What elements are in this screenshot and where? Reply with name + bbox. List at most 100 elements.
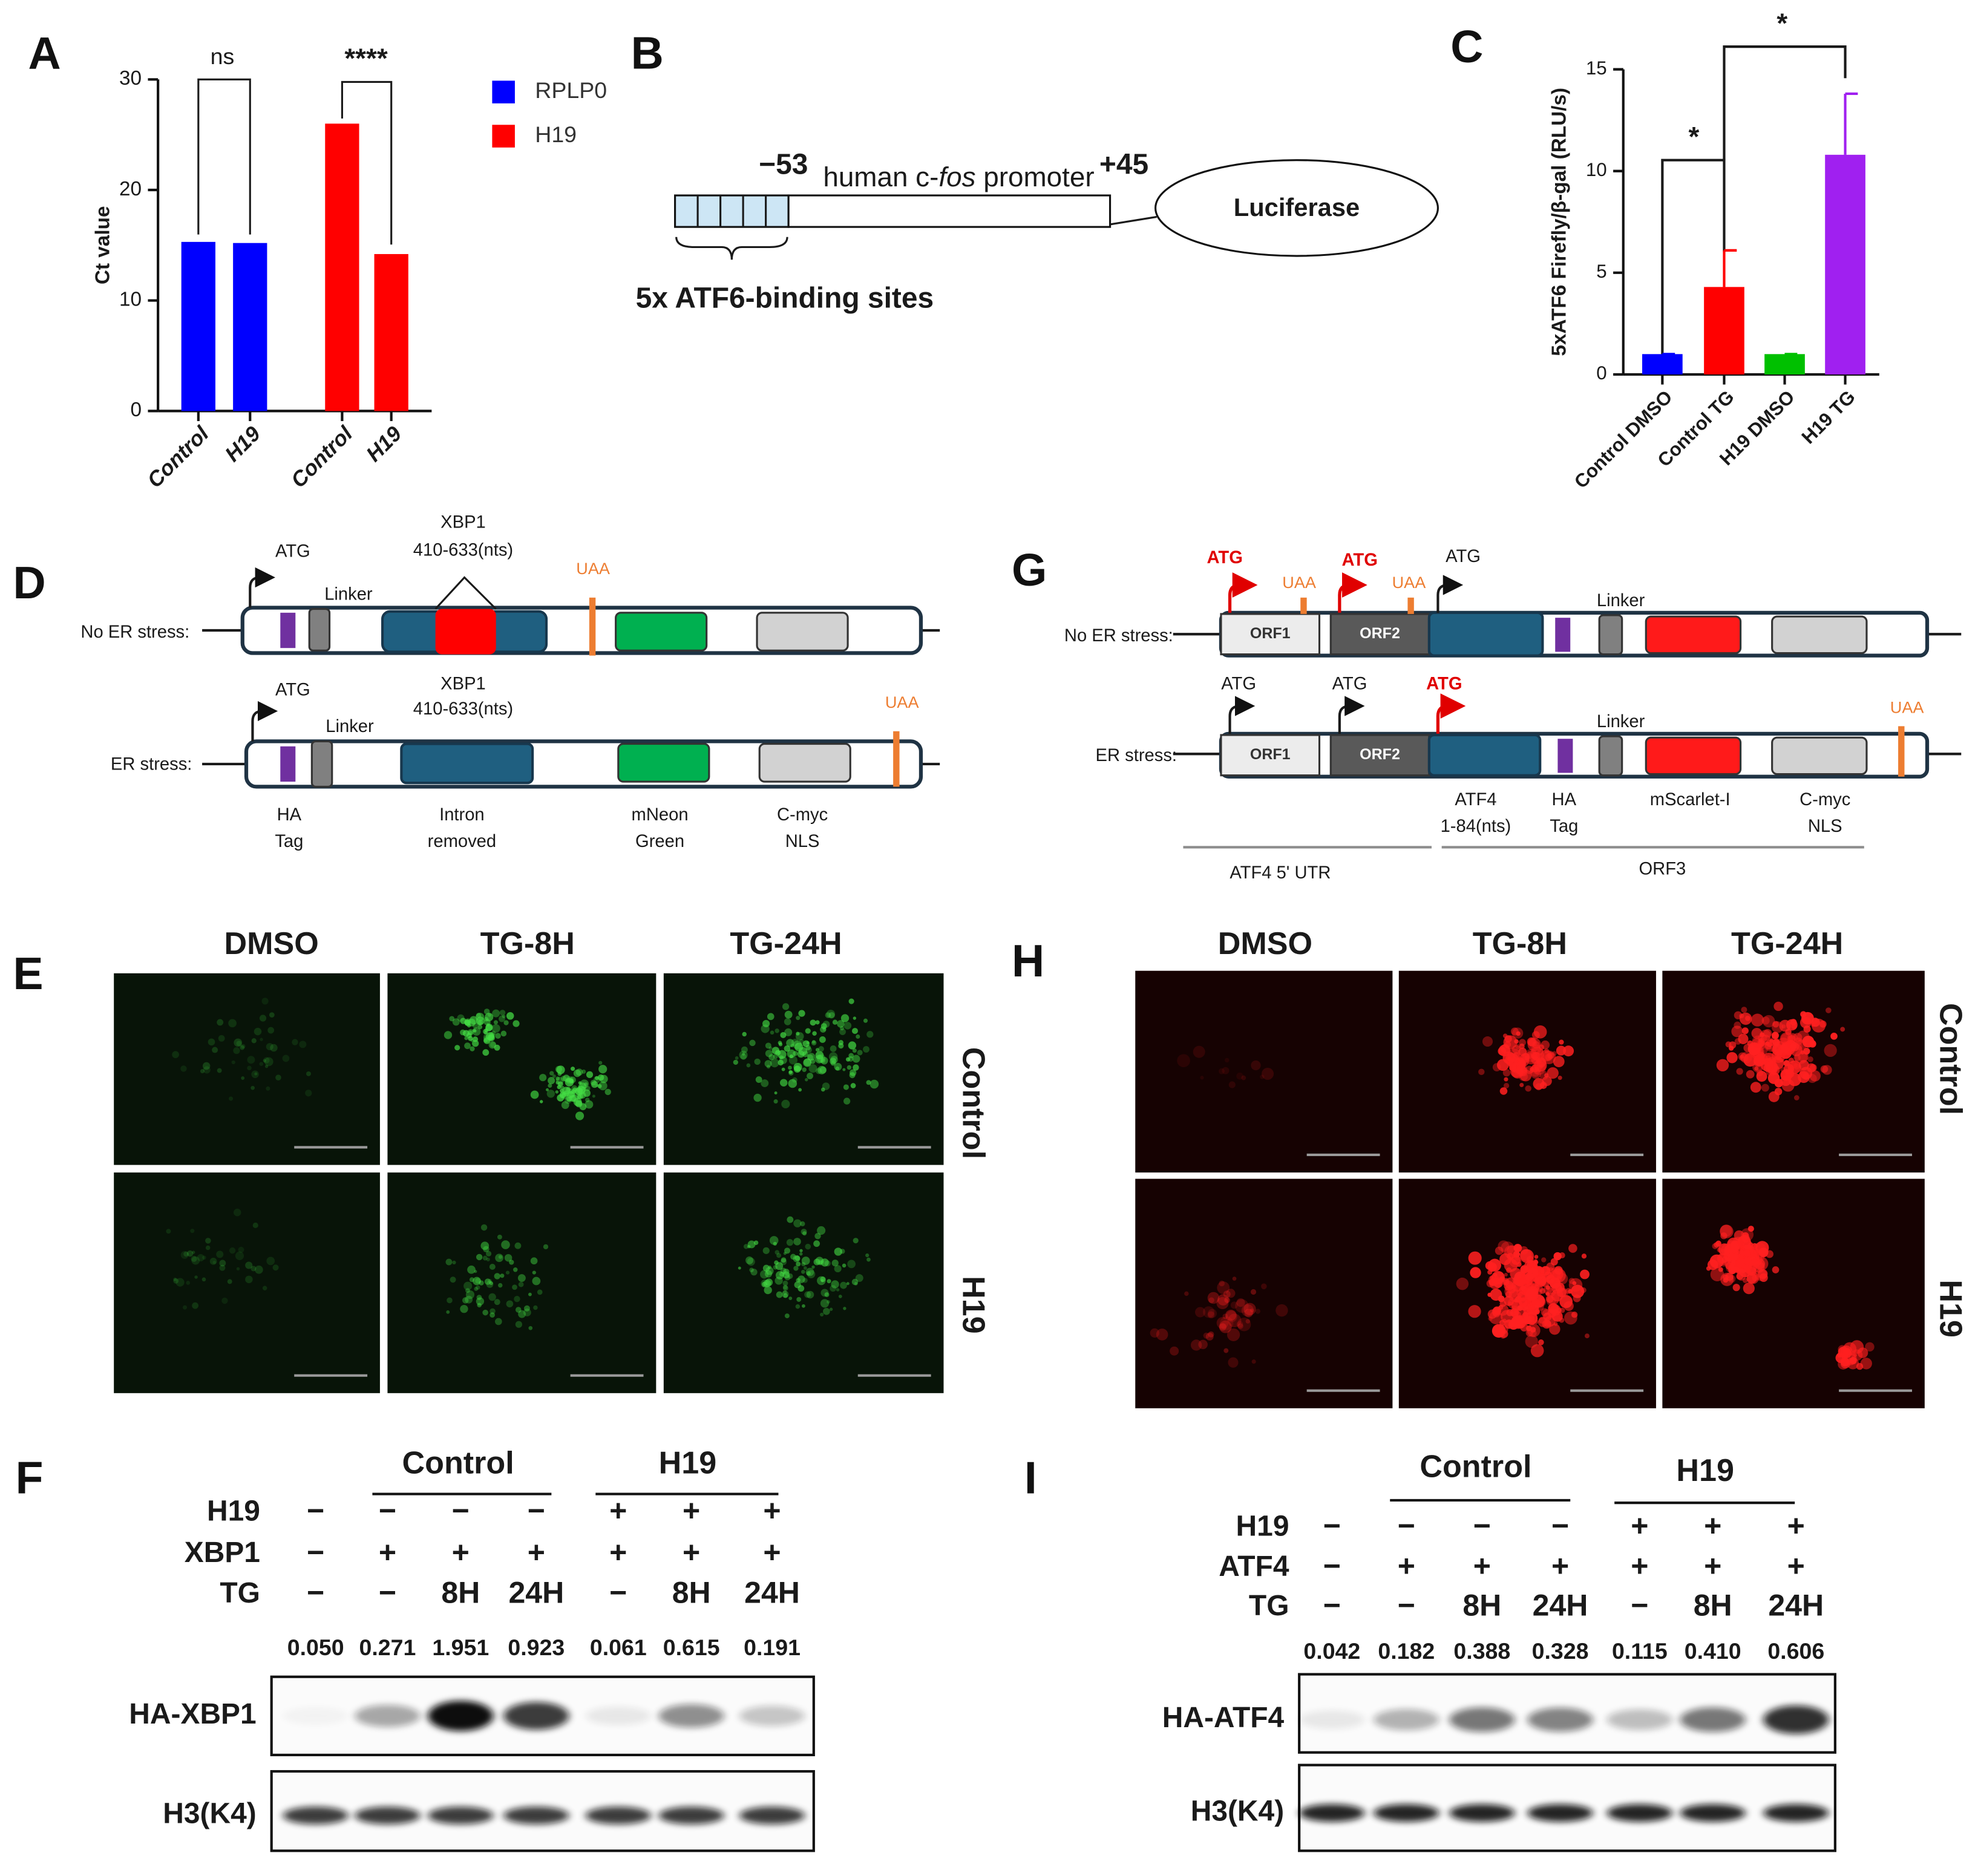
cell bbox=[1485, 1261, 1495, 1270]
cell bbox=[251, 1038, 257, 1044]
panel-label: C bbox=[1450, 21, 1483, 72]
cell bbox=[830, 1057, 837, 1065]
cell bbox=[462, 1297, 469, 1304]
cell bbox=[577, 1085, 581, 1089]
cell bbox=[1518, 1047, 1527, 1056]
cell bbox=[782, 1284, 788, 1290]
cell bbox=[480, 1224, 488, 1231]
cell bbox=[1729, 1260, 1742, 1273]
cell bbox=[1723, 1277, 1729, 1283]
cell bbox=[1493, 1279, 1503, 1288]
cell bbox=[219, 1260, 226, 1267]
cell bbox=[1228, 1081, 1236, 1088]
cell bbox=[764, 1270, 773, 1278]
cell bbox=[486, 1257, 490, 1262]
cell bbox=[1758, 1247, 1769, 1258]
cell bbox=[794, 1281, 801, 1289]
cell: − bbox=[1551, 1509, 1569, 1543]
error-bar bbox=[1844, 92, 1858, 155]
cell bbox=[1219, 1280, 1225, 1287]
cell bbox=[261, 998, 269, 1005]
cell bbox=[491, 1024, 500, 1033]
start-codon: ATG bbox=[275, 681, 310, 700]
panel-label: I bbox=[1024, 1453, 1037, 1503]
cell bbox=[808, 1064, 817, 1073]
band-label: HA-ATF4 bbox=[1162, 1702, 1285, 1734]
cell bbox=[786, 1239, 794, 1246]
cell bbox=[1772, 1021, 1780, 1028]
cell bbox=[1228, 1313, 1242, 1328]
y-tick-label: 15 bbox=[1586, 57, 1607, 79]
cell: − bbox=[528, 1494, 545, 1528]
cell bbox=[802, 1231, 807, 1236]
cell bbox=[1526, 1325, 1532, 1332]
cell bbox=[254, 1072, 258, 1076]
row-header: H19 bbox=[1933, 1280, 1968, 1338]
cell bbox=[180, 1065, 187, 1072]
cell bbox=[775, 1050, 781, 1056]
cell bbox=[847, 1065, 852, 1070]
cell bbox=[245, 1275, 253, 1284]
diagram-b: −53 human c-fos promoter +45 Luciferase … bbox=[636, 149, 1439, 315]
start-arrow bbox=[249, 567, 275, 608]
cell bbox=[793, 1219, 802, 1227]
cell bbox=[580, 1086, 586, 1092]
cell bbox=[493, 1020, 498, 1025]
cell bbox=[191, 1256, 200, 1265]
cell bbox=[506, 1300, 514, 1308]
cell bbox=[183, 1251, 189, 1257]
cell bbox=[1468, 1305, 1481, 1318]
column-header: DMSO bbox=[1218, 926, 1312, 961]
cell: 8H bbox=[672, 1575, 711, 1609]
cell bbox=[1217, 1294, 1229, 1306]
band bbox=[1299, 1710, 1365, 1730]
cell bbox=[263, 1059, 266, 1062]
cell bbox=[1790, 1042, 1800, 1051]
cell bbox=[452, 1260, 456, 1265]
cell bbox=[1563, 1045, 1574, 1057]
cell bbox=[499, 1015, 505, 1022]
cell bbox=[205, 1238, 211, 1244]
cell bbox=[1803, 1025, 1811, 1033]
cell bbox=[774, 1028, 779, 1033]
cell: 8H bbox=[441, 1575, 480, 1609]
bar bbox=[181, 241, 215, 411]
cell bbox=[784, 1313, 790, 1319]
part-label: C-myc bbox=[777, 805, 828, 825]
cell bbox=[593, 1076, 601, 1083]
cell bbox=[801, 1229, 807, 1235]
cell bbox=[839, 1026, 845, 1031]
cell bbox=[827, 1300, 830, 1304]
cell bbox=[482, 1049, 490, 1056]
stop-label: UAA bbox=[885, 693, 920, 711]
y-tick-label: 0 bbox=[131, 399, 142, 421]
cell bbox=[483, 1016, 489, 1022]
cell: + bbox=[1704, 1509, 1721, 1543]
cell bbox=[186, 1250, 194, 1257]
cell bbox=[202, 1062, 211, 1070]
cell bbox=[495, 1253, 503, 1263]
cell bbox=[197, 1253, 205, 1262]
cell bbox=[1236, 1072, 1243, 1080]
cell bbox=[834, 1265, 842, 1273]
cell bbox=[1532, 1299, 1541, 1308]
cell bbox=[1754, 1066, 1759, 1071]
cell bbox=[1809, 1070, 1821, 1082]
cell bbox=[595, 1076, 599, 1080]
cell bbox=[761, 1024, 770, 1033]
cell bbox=[762, 1264, 770, 1272]
cell bbox=[747, 1240, 756, 1249]
cell bbox=[762, 1247, 770, 1254]
cell bbox=[227, 1279, 232, 1284]
band bbox=[1606, 1804, 1673, 1822]
cell bbox=[518, 1281, 524, 1287]
micrograph bbox=[387, 1172, 657, 1393]
cell bbox=[581, 1069, 586, 1074]
cell bbox=[1761, 1058, 1775, 1072]
y-tick-label: 0 bbox=[1596, 362, 1606, 384]
cell bbox=[770, 1058, 779, 1068]
cell bbox=[1553, 1252, 1562, 1261]
stop-label: UAA bbox=[1282, 573, 1317, 592]
band bbox=[355, 1806, 421, 1825]
cell bbox=[483, 1039, 488, 1043]
